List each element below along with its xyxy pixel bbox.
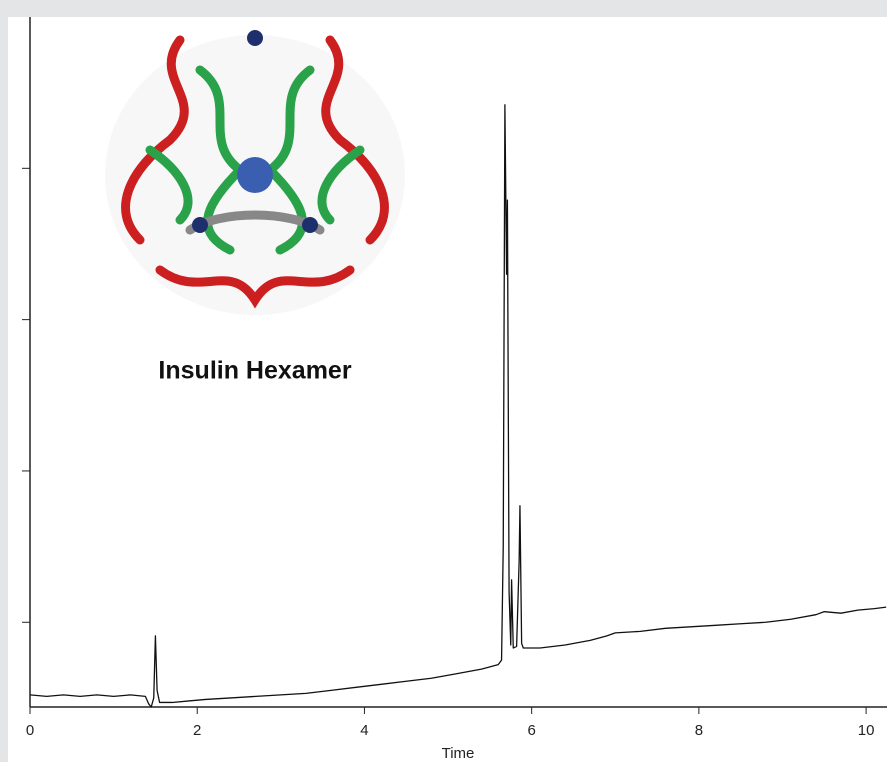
x-tick-label: 2 <box>193 722 201 739</box>
molecule-illustration <box>105 30 405 315</box>
annotation: Insulin Hexamer <box>158 357 351 385</box>
x-tick-label: 4 <box>360 722 368 739</box>
signal-line <box>29 104 887 708</box>
x-tick-label: 0 <box>26 722 34 739</box>
x-tick-label: 6 <box>527 722 535 739</box>
x-axis-label: Time <box>442 745 475 762</box>
x-tick-label: 10 <box>858 722 875 739</box>
x-tick-label: 8 <box>695 722 703 739</box>
